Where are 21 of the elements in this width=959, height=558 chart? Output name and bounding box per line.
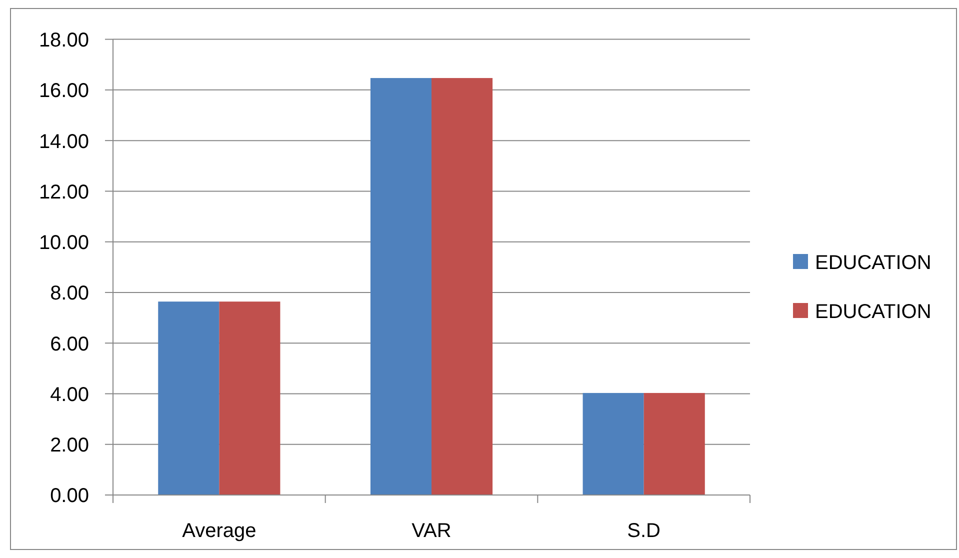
y-tick-label: 10.00 xyxy=(38,232,89,254)
y-tick-label: 16.00 xyxy=(38,80,89,102)
y-tick-label: 18.00 xyxy=(38,30,89,52)
y-tick-label: 2.00 xyxy=(50,434,89,457)
x-tick-label: S.D xyxy=(627,520,661,542)
legend-label: EDUCATION xyxy=(815,252,932,274)
y-tick-label: 0.00 xyxy=(50,485,89,508)
bar xyxy=(432,78,493,495)
bar xyxy=(644,392,705,495)
x-tick-label: VAR xyxy=(412,520,452,542)
bar xyxy=(158,302,220,495)
x-tick-label: Average xyxy=(182,520,256,542)
y-tick-label: 6.00 xyxy=(50,333,89,356)
y-tick-label: 12.00 xyxy=(38,181,89,204)
y-tick-label: 4.00 xyxy=(50,384,89,406)
bar xyxy=(370,78,432,495)
bar xyxy=(582,392,644,495)
legend-label: EDUCATION xyxy=(815,301,932,323)
y-tick-label: 8.00 xyxy=(50,282,89,305)
bar xyxy=(219,302,280,495)
y-tick-label: 14.00 xyxy=(38,130,89,153)
